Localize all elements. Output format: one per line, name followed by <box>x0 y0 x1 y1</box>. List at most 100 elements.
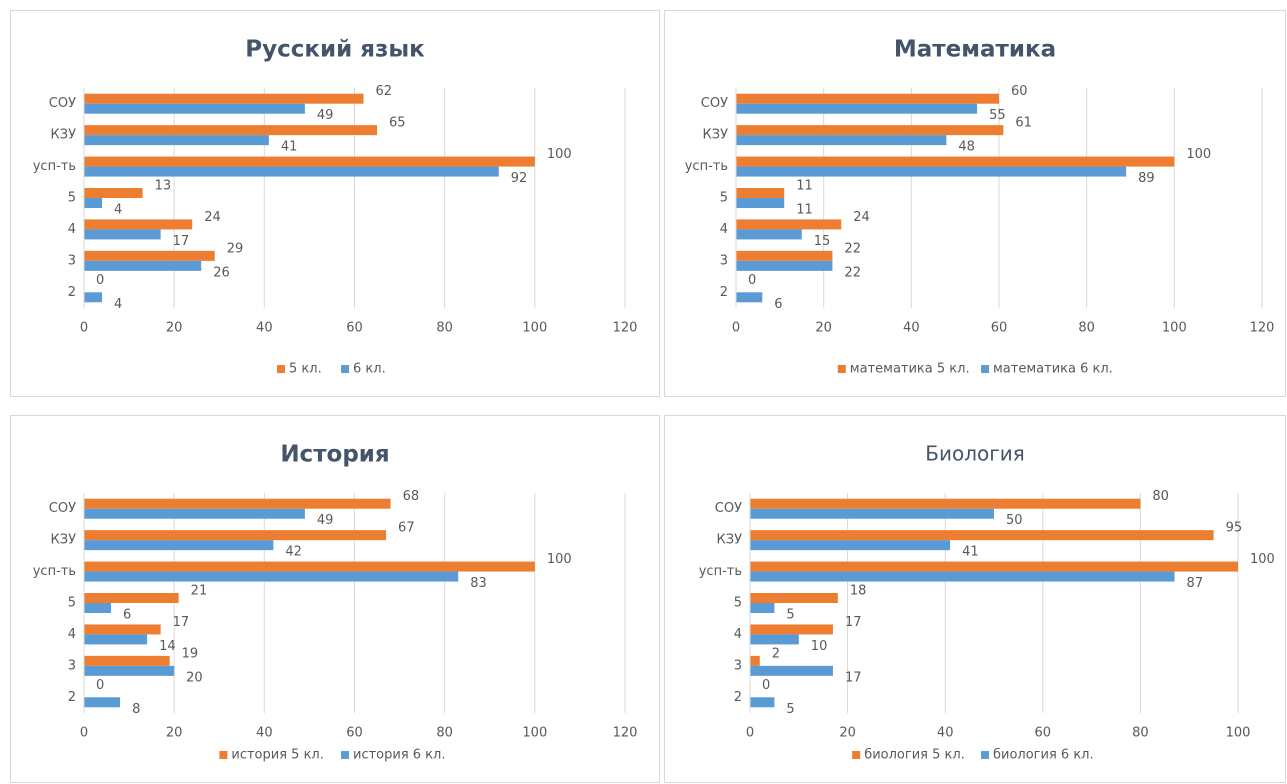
bar <box>736 125 1004 136</box>
bar <box>84 292 103 303</box>
x-tick-label: 80 <box>1132 726 1149 741</box>
bar <box>84 198 103 208</box>
y-tick-label: КЗУ <box>51 128 77 143</box>
bar <box>84 665 175 676</box>
bar <box>84 498 391 509</box>
bar <box>750 530 1214 541</box>
value-label: 41 <box>281 140 298 155</box>
y-tick-label: КЗУ <box>51 533 77 548</box>
value-label: 65 <box>389 116 406 131</box>
x-tick-label: 0 <box>732 321 740 336</box>
y-tick-label: СОУ <box>701 96 728 111</box>
value-label: 4 <box>114 297 122 312</box>
value-label: 17 <box>845 670 862 685</box>
value-label: 20 <box>186 670 203 685</box>
bar <box>84 93 364 104</box>
bar <box>84 655 170 666</box>
legend-swatch <box>277 365 285 373</box>
bar <box>736 156 1175 167</box>
legend-label: математика 6 кл. <box>993 362 1113 377</box>
x-tick-label: 60 <box>346 321 363 336</box>
x-tick-label: 60 <box>991 321 1008 336</box>
y-tick-label: СОУ <box>49 501 76 516</box>
x-tick-label: 60 <box>1035 726 1052 741</box>
bar <box>750 603 775 613</box>
value-label: 100 <box>1250 552 1275 567</box>
bar <box>750 634 799 645</box>
y-tick-label: 3 <box>68 658 76 673</box>
y-tick-label: 2 <box>734 690 742 705</box>
bar <box>84 634 148 645</box>
value-label: 68 <box>403 489 420 504</box>
y-tick-label: 5 <box>734 596 742 611</box>
x-tick-label: 20 <box>166 726 183 741</box>
bar <box>736 219 842 230</box>
bar <box>84 603 112 613</box>
x-tick-label: 40 <box>937 726 954 741</box>
value-label: 61 <box>1015 116 1032 131</box>
value-label: 17 <box>173 615 190 630</box>
bar <box>84 697 121 708</box>
value-label: 10 <box>811 639 828 654</box>
bar <box>736 260 833 271</box>
value-label: 5 <box>786 608 794 623</box>
x-tick-label: 120 <box>1250 321 1275 336</box>
bar <box>736 93 999 104</box>
value-label: 11 <box>796 179 813 194</box>
bar <box>84 103 305 114</box>
chart-title: Русский язык <box>245 37 425 63</box>
value-label: 0 <box>96 678 104 693</box>
value-label: 42 <box>285 545 302 560</box>
y-tick-label: 2 <box>68 690 76 705</box>
value-label: 24 <box>853 210 870 225</box>
bar <box>84 250 215 261</box>
bar <box>750 593 838 603</box>
value-label: 48 <box>958 140 975 155</box>
value-label: 21 <box>191 584 208 599</box>
value-label: 100 <box>1186 147 1211 162</box>
bar <box>84 125 378 136</box>
x-tick-label: 60 <box>346 726 363 741</box>
legend-swatch <box>219 751 228 759</box>
x-tick-label: 0 <box>80 321 88 336</box>
bar <box>750 498 1141 509</box>
legend-label: биология 6 кл. <box>993 748 1094 763</box>
chart-title: Биология <box>925 442 1025 466</box>
bar <box>750 697 775 708</box>
value-label: 0 <box>762 678 770 693</box>
value-label: 0 <box>96 273 104 288</box>
y-tick-label: 2 <box>720 285 728 300</box>
bar <box>84 530 387 541</box>
bar <box>736 229 802 240</box>
bar <box>84 571 459 582</box>
y-tick-label: КЗУ <box>717 533 743 548</box>
value-label: 6 <box>123 608 131 623</box>
value-label: 100 <box>547 552 572 567</box>
bar <box>736 250 833 261</box>
value-label: 24 <box>204 210 221 225</box>
y-tick-label: 3 <box>734 658 742 673</box>
bar <box>736 292 763 303</box>
legend-swatch <box>981 365 989 373</box>
legend-swatch <box>852 751 861 759</box>
x-tick-label: 100 <box>1162 321 1187 336</box>
panel <box>10 10 660 397</box>
y-tick-label: 5 <box>68 191 76 206</box>
x-tick-label: 0 <box>80 726 88 741</box>
x-tick-label: 80 <box>1078 321 1095 336</box>
legend-label: 6 кл. <box>353 362 386 377</box>
value-label: 49 <box>317 513 334 528</box>
bar <box>84 508 305 519</box>
value-label: 2 <box>772 646 780 661</box>
value-label: 13 <box>155 179 172 194</box>
value-label: 18 <box>850 584 867 599</box>
y-tick-label: 4 <box>734 627 742 642</box>
bar <box>84 260 202 271</box>
value-label: 4 <box>114 203 122 218</box>
y-tick-label: усп-ть <box>685 159 728 174</box>
value-label: 83 <box>470 576 487 591</box>
bar <box>736 188 785 198</box>
legend-label: математика 5 кл. <box>850 362 970 377</box>
value-label: 95 <box>1226 521 1243 536</box>
value-label: 0 <box>748 273 756 288</box>
